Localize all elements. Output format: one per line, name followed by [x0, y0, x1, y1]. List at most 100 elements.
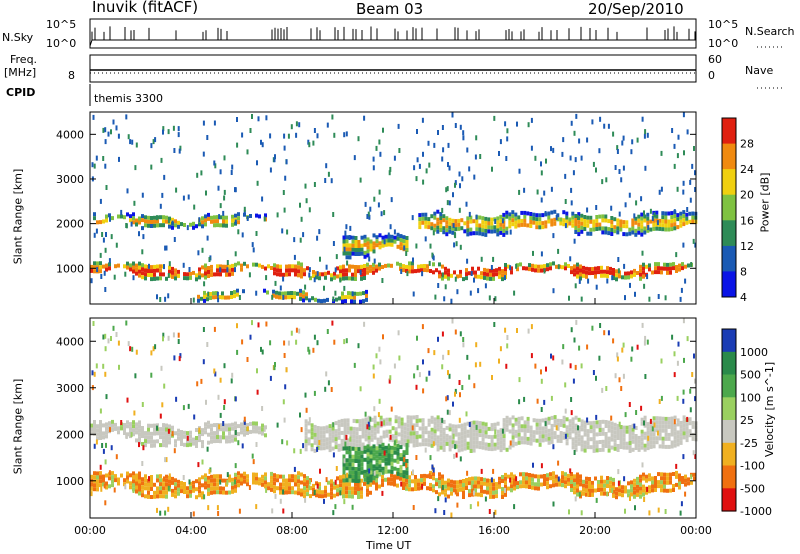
heatmap-cell [276, 212, 279, 218]
heatmap-cell [400, 269, 403, 274]
heatmap-cell [691, 372, 694, 377]
heatmap-cell [279, 272, 282, 277]
heatmap-cell [393, 458, 397, 463]
heatmap-cell [332, 296, 335, 302]
heatmap-cell [357, 265, 360, 270]
heatmap-cell [316, 235, 319, 241]
heatmap-cell [241, 232, 244, 238]
heatmap-cell [636, 480, 639, 485]
heatmap-cell [639, 478, 642, 483]
heatmap-cell [387, 263, 390, 268]
heatmap-cell [396, 236, 400, 241]
heatmap-cell [237, 424, 240, 429]
heatmap-cell [654, 270, 657, 275]
heatmap-cell [510, 266, 513, 271]
heatmap-cell [90, 431, 93, 436]
heatmap-cell [651, 484, 654, 489]
heatmap-cell [616, 424, 620, 428]
heatmap-cell [346, 422, 350, 427]
heatmap-cell [291, 478, 294, 483]
heatmap-cell [327, 480, 330, 485]
heatmap-cell [414, 487, 417, 491]
heatmap-cell [381, 442, 385, 447]
heatmap-cell [173, 448, 176, 454]
heatmap-cell [421, 324, 424, 330]
heatmap-cell [636, 484, 639, 489]
heatmap-cell [261, 349, 264, 355]
heatmap-cell [498, 151, 500, 156]
heatmap-cell [502, 430, 506, 435]
heatmap-cell [559, 217, 563, 222]
heatmap-cell [348, 264, 351, 269]
heatmap-cell [604, 424, 608, 428]
heatmap-cell [320, 299, 323, 304]
heatmap-cell [165, 423, 168, 428]
heatmap-cell [369, 446, 373, 451]
heatmap-cell [107, 338, 110, 344]
heatmap-cell [538, 422, 542, 427]
heatmap-cell [501, 269, 504, 274]
heatmap-cell [606, 270, 609, 275]
heatmap-cell [204, 275, 207, 280]
heatmap-cell [246, 482, 249, 487]
heatmap-cell [446, 186, 449, 192]
heatmap-cell [405, 471, 409, 475]
heatmap-cell [673, 435, 677, 440]
heatmap-cell [647, 225, 650, 231]
heatmap-cell [649, 440, 653, 445]
heatmap-cell [657, 266, 660, 271]
heatmap-cell [664, 432, 668, 437]
heatmap-cell [473, 383, 476, 389]
heatmap-cell [319, 434, 323, 439]
heatmap-cell [413, 165, 416, 171]
heatmap-cell [369, 206, 372, 212]
heatmap-cell [173, 237, 176, 242]
heatmap-cell [688, 417, 692, 422]
heatmap-cell [201, 483, 204, 488]
heatmap-cell [355, 435, 359, 440]
heatmap-cell [679, 424, 683, 429]
heatmap-cell [579, 474, 582, 479]
heatmap-cell [661, 219, 665, 224]
heatmap-cell [418, 213, 422, 218]
heatmap-cell [445, 216, 449, 221]
heatmap-cell [192, 297, 195, 303]
heatmap-cell [162, 219, 165, 224]
heatmap-cell [453, 488, 456, 493]
heatmap-cell [210, 219, 213, 224]
heatmap-cell [599, 323, 602, 328]
heatmap-cell [373, 427, 377, 432]
heatmap-cell [403, 438, 407, 443]
heatmap-cell [354, 277, 357, 281]
heatmap-cell [171, 225, 174, 230]
heatmap-cell [333, 493, 336, 498]
heatmap-cell [354, 486, 357, 491]
heatmap-cell [304, 419, 308, 424]
heatmap-cell [110, 336, 112, 341]
heatmap-cell [354, 459, 358, 463]
heatmap-cell [147, 482, 150, 487]
heatmap-cell [664, 215, 668, 220]
heatmap-cell [93, 269, 96, 274]
heatmap-cell [561, 483, 564, 488]
heatmap-cell [219, 169, 222, 175]
heatmap-cell [652, 444, 656, 449]
heatmap-cell [354, 244, 358, 248]
heatmap-cell [304, 447, 308, 452]
sky-panel-frame [89, 18, 697, 49]
heatmap-cell [457, 226, 461, 231]
heatmap-cell [489, 272, 492, 277]
heatmap-cell [658, 432, 662, 437]
heatmap-cell [492, 268, 495, 273]
heatmap-cell [317, 298, 320, 303]
heatmap-cell [660, 484, 663, 489]
heatmap-cell [216, 482, 219, 487]
heatmap-cell [448, 221, 452, 226]
heatmap-cell [287, 340, 290, 346]
heatmap-cell [490, 435, 494, 440]
heatmap-cell [380, 211, 383, 217]
heatmap-cell [484, 422, 488, 427]
heatmap-cell [387, 449, 391, 454]
heatmap-cell [418, 418, 422, 423]
heatmap-cell [154, 344, 157, 350]
